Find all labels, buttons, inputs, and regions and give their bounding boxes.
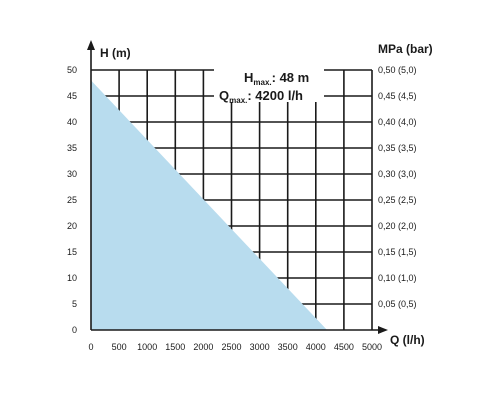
x-tick-label: 1000: [137, 342, 157, 352]
x-tick-label: 5000: [362, 342, 382, 352]
y-tick-label: 15: [67, 247, 77, 257]
y-tick-label: 25: [67, 195, 77, 205]
y2-tick-label: 0,05 (0,5): [378, 299, 417, 309]
annotation-background: [214, 66, 324, 102]
hmax-annotation: Hmax.: 48 m: [244, 70, 309, 87]
x-axis-arrow: [378, 326, 388, 334]
y2-axis-label: MPa (bar): [378, 42, 433, 56]
x-tick-label: 1500: [165, 342, 185, 352]
y-tick-label: 35: [67, 143, 77, 153]
tick-labels: 0 500 1000 1500 2000 2500 3000 3500 4000 4500 5000…: [67, 65, 417, 352]
y-tick-label: 50: [67, 65, 77, 75]
y2-tick-label: 0,50 (5,0): [378, 65, 417, 75]
x-tick-label: 3500: [278, 342, 298, 352]
y-tick-label: 20: [67, 221, 77, 231]
x-tick-label: 3000: [250, 342, 270, 352]
y-tick-label: 5: [72, 299, 77, 309]
x-tick-label: 0: [88, 342, 93, 352]
x-tick-label: 2500: [221, 342, 241, 352]
y2-tick-label: 0,25 (2,5): [378, 195, 417, 205]
x-tick-label: 2000: [193, 342, 213, 352]
x-tick-label: 4000: [306, 342, 326, 352]
y-axis-arrow: [87, 40, 95, 50]
axes: [87, 40, 388, 334]
y2-tick-label: 0,35 (3,5): [378, 143, 417, 153]
y-axis-label: H (m): [100, 46, 131, 60]
y2-tick-label: 0,10 (1,0): [378, 273, 417, 283]
x-tick-label: 4500: [334, 342, 354, 352]
y2-tick-label: 0,45 (4,5): [378, 91, 417, 101]
x-axis-label: Q (l/h): [390, 333, 425, 347]
y2-tick-label: 0,30 (3,0): [378, 169, 417, 179]
y2-tick-label: 0,20 (2,0): [378, 221, 417, 231]
y-tick-label: 45: [67, 91, 77, 101]
performance-area: [91, 80, 328, 331]
y-tick-label: 0: [72, 325, 77, 335]
x-tick-label: 500: [112, 342, 127, 352]
y-tick-label: 10: [67, 273, 77, 283]
qmax-annotation: Qmax.: 4200 l/h: [219, 88, 303, 105]
y-tick-label: 40: [67, 117, 77, 127]
y2-tick-label: 0,15 (1,5): [378, 247, 417, 257]
y2-tick-label: 0,40 (4,0): [378, 117, 417, 127]
y-tick-label: 30: [67, 169, 77, 179]
